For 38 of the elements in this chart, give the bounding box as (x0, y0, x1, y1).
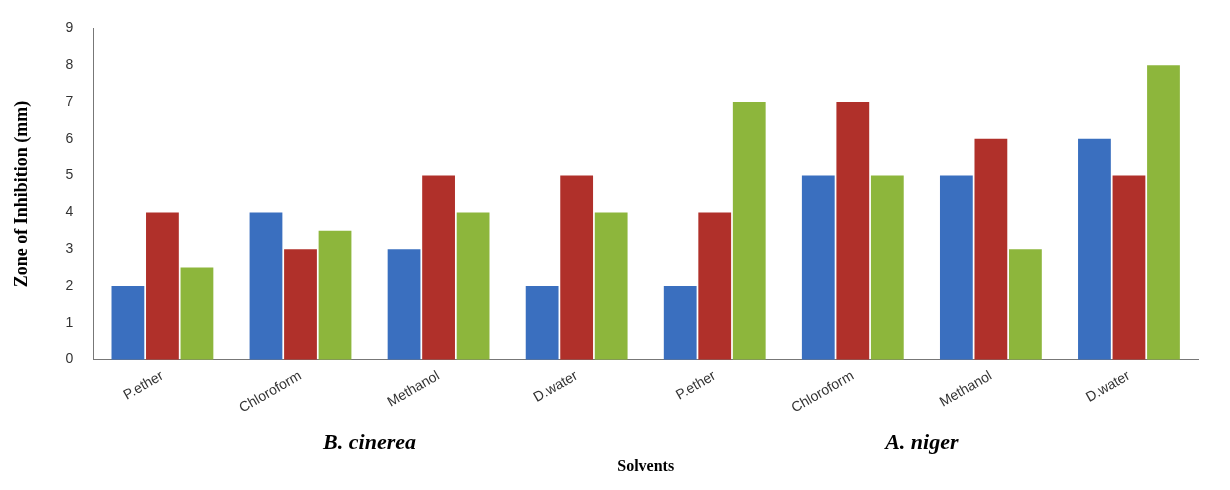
x-axis-title: Solvents (617, 456, 675, 474)
bar (1147, 65, 1180, 360)
bar (318, 230, 352, 360)
bar (146, 212, 179, 360)
y-tick-label: 7 (65, 92, 74, 109)
bar (939, 175, 973, 360)
bar (111, 286, 145, 360)
y-tick-label: 2 (65, 276, 74, 293)
text: B. cinerea (322, 428, 416, 454)
text: A. niger (883, 428, 959, 454)
y-tick-label: 1 (65, 313, 74, 330)
y-tick-label: 8 (65, 56, 74, 73)
bar (1078, 138, 1111, 360)
y-tick-label: 5 (65, 166, 74, 183)
bar (560, 175, 594, 360)
bar (284, 249, 317, 360)
y-tick-label: 9 (65, 19, 74, 36)
bar (594, 212, 628, 360)
bar (1112, 175, 1146, 360)
y-tick-label: 4 (65, 203, 74, 220)
bar (387, 249, 421, 360)
bar (870, 175, 904, 360)
bar (249, 212, 283, 360)
bar (732, 102, 766, 360)
bar (422, 175, 455, 360)
y-tick-label: 6 (65, 129, 74, 146)
bar (663, 286, 697, 360)
bar (974, 138, 1008, 360)
bar (801, 175, 835, 360)
bar (525, 286, 559, 360)
bar (180, 267, 214, 360)
bar (698, 212, 732, 360)
y-axis-title: Zone of Inhibition (mm) (11, 100, 33, 288)
y-tick-label: 3 (65, 240, 74, 257)
bar (456, 212, 490, 360)
bar (1009, 249, 1042, 360)
y-tick-label: 0 (65, 350, 74, 367)
bar (836, 102, 870, 360)
